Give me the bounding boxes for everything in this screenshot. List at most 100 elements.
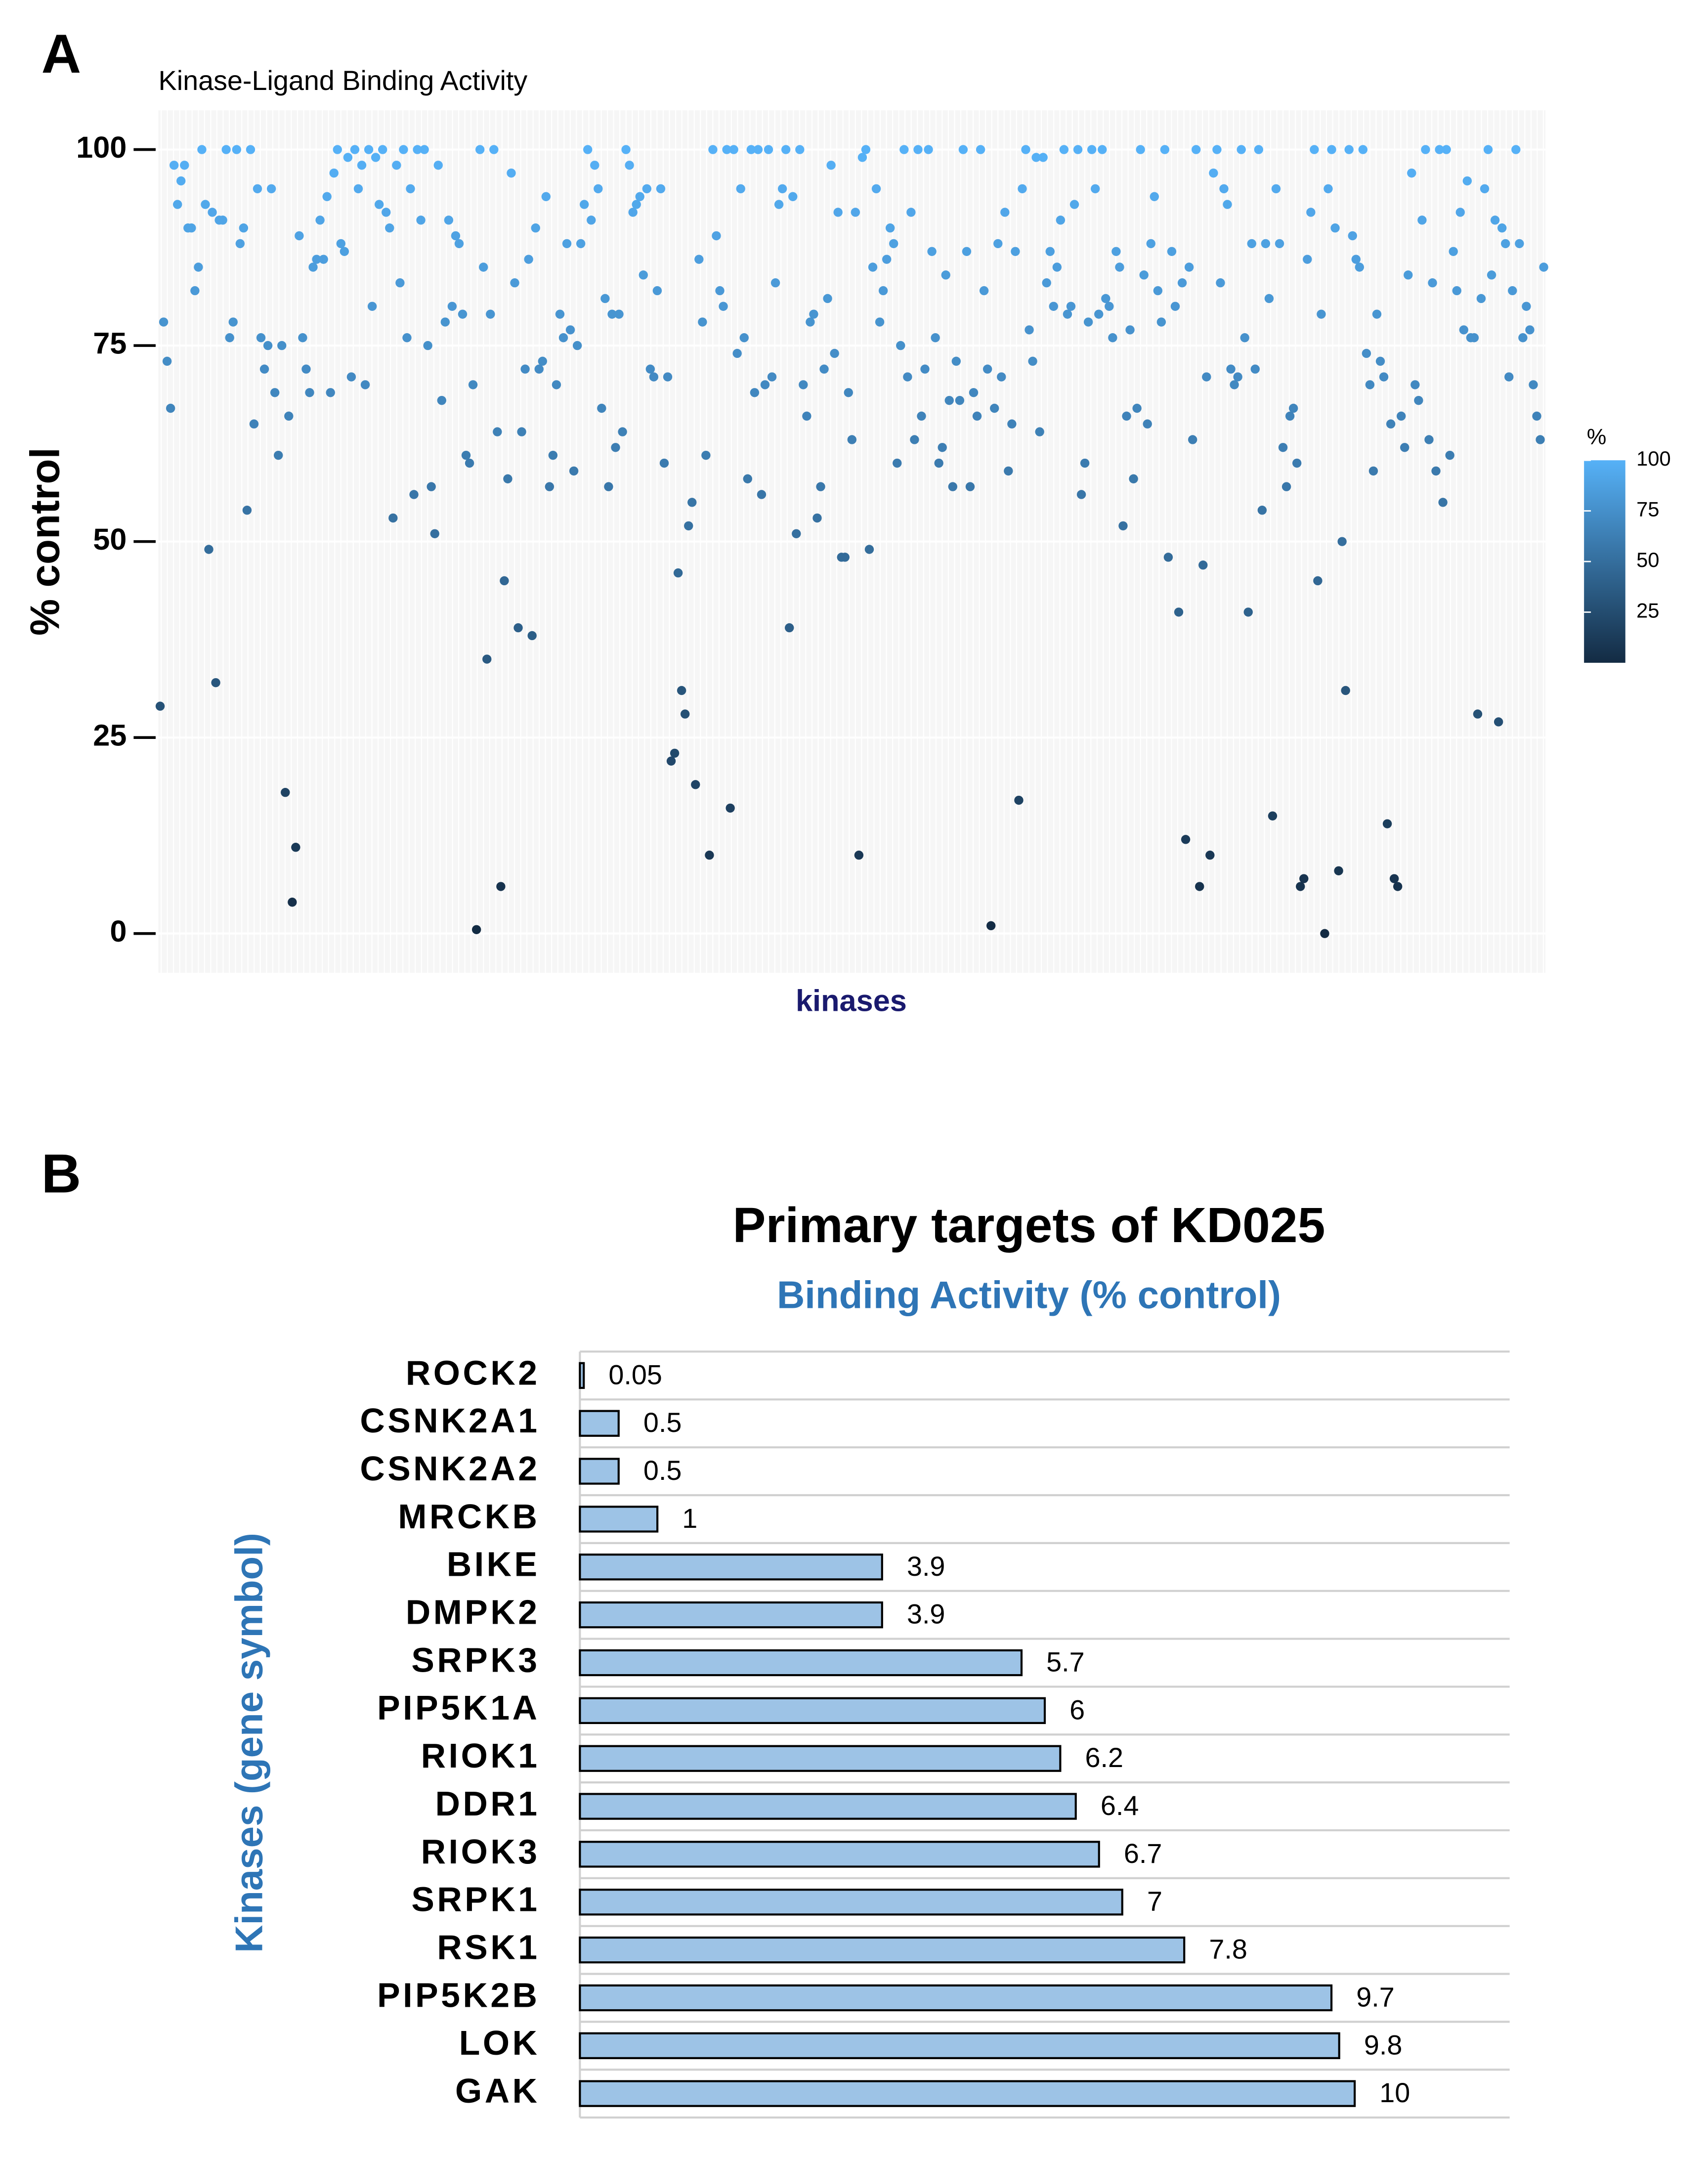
point <box>1487 270 1496 280</box>
point <box>1216 278 1225 288</box>
point <box>378 145 387 154</box>
point <box>343 153 353 162</box>
point <box>1375 356 1385 366</box>
point <box>1480 184 1490 194</box>
point <box>1515 239 1524 249</box>
point <box>1230 380 1239 389</box>
point <box>1007 419 1017 429</box>
point <box>565 325 575 335</box>
y-tick-label: DMPK2 <box>406 1593 540 1632</box>
point <box>1167 247 1177 256</box>
point <box>1125 325 1135 335</box>
point <box>1240 333 1249 343</box>
x-axis-label: kinases <box>796 984 907 1018</box>
colorbar-tick-label: 25 <box>1636 599 1660 622</box>
value-label: 6.7 <box>1124 1838 1162 1869</box>
point <box>155 701 165 711</box>
point <box>590 161 599 170</box>
point <box>465 458 474 468</box>
point <box>399 145 408 154</box>
point <box>1105 302 1114 311</box>
point <box>708 145 718 154</box>
point <box>851 208 860 217</box>
bar <box>579 1889 1123 1916</box>
point <box>281 787 290 797</box>
point <box>1386 419 1396 429</box>
point <box>899 145 909 154</box>
point <box>600 294 610 303</box>
point <box>1393 882 1403 891</box>
value-label: 7 <box>1147 1886 1162 1917</box>
point <box>774 200 784 209</box>
point <box>1490 216 1500 225</box>
point <box>684 521 693 531</box>
point <box>1136 145 1145 154</box>
point <box>659 458 669 468</box>
point <box>1469 333 1479 343</box>
point <box>1247 239 1256 249</box>
point <box>1379 372 1389 382</box>
point <box>1059 145 1069 154</box>
point <box>322 192 332 201</box>
point <box>604 482 613 491</box>
point <box>719 302 728 311</box>
point <box>430 529 439 538</box>
point <box>1442 145 1451 154</box>
point <box>1459 325 1469 335</box>
point <box>1288 403 1298 413</box>
point <box>677 686 686 695</box>
point <box>454 239 464 249</box>
point <box>1045 247 1055 256</box>
point <box>1139 270 1149 280</box>
point <box>788 192 798 201</box>
point <box>1143 419 1152 429</box>
point <box>197 145 207 154</box>
point <box>934 458 943 468</box>
point <box>1250 364 1260 374</box>
point <box>1156 317 1166 327</box>
point <box>569 466 579 476</box>
point <box>792 529 801 538</box>
point <box>823 294 832 303</box>
point <box>1445 450 1454 460</box>
point <box>830 348 839 358</box>
point <box>614 309 624 319</box>
point <box>1038 153 1048 162</box>
point <box>840 553 850 562</box>
point <box>194 262 203 272</box>
point <box>1532 411 1541 421</box>
point <box>1296 882 1305 891</box>
y-tick-label: GAK <box>455 2072 540 2110</box>
point <box>1320 929 1329 938</box>
point <box>885 223 895 233</box>
point <box>1264 294 1274 303</box>
point <box>1483 145 1493 154</box>
chart-subtitle: Binding Activity (% control) <box>777 1273 1281 1316</box>
point <box>743 474 752 483</box>
value-label: 5.7 <box>1046 1646 1084 1677</box>
point <box>986 921 996 931</box>
point <box>301 364 311 374</box>
point <box>180 161 189 170</box>
point <box>221 145 231 154</box>
point <box>1069 200 1079 209</box>
point <box>1344 145 1354 154</box>
point <box>795 145 805 154</box>
point <box>440 317 450 327</box>
point <box>1028 356 1037 366</box>
point <box>1163 553 1173 562</box>
point <box>1317 309 1326 319</box>
point <box>346 372 356 382</box>
point <box>993 239 1003 249</box>
point <box>433 161 443 170</box>
point <box>291 843 300 852</box>
point <box>295 231 304 241</box>
point <box>367 302 377 311</box>
point <box>670 748 680 758</box>
point <box>1306 208 1316 217</box>
point <box>190 286 200 296</box>
point <box>1198 561 1208 570</box>
point <box>812 513 822 523</box>
y-tick-label: 75 <box>93 326 127 360</box>
